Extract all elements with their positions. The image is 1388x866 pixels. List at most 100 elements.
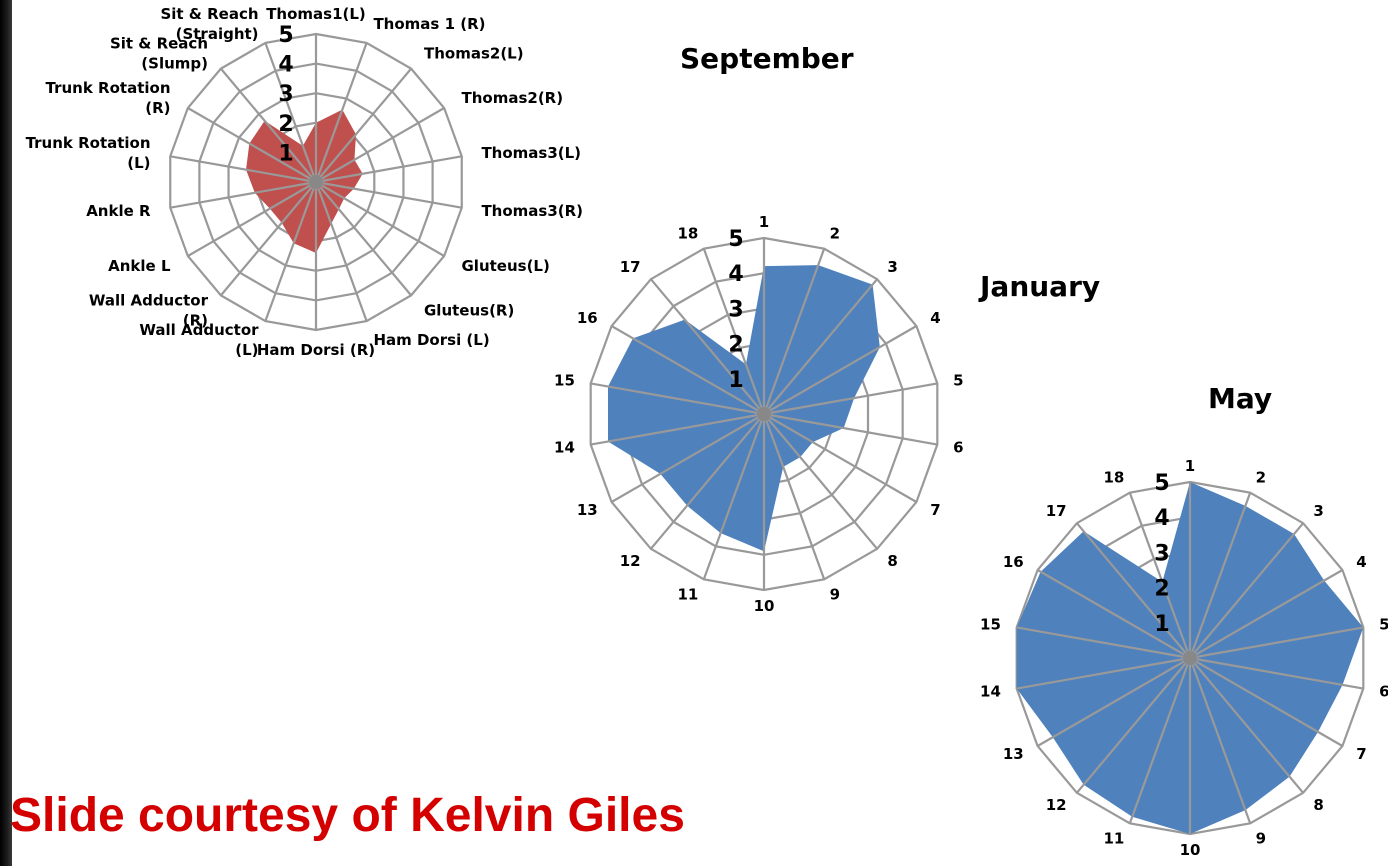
axis-category-label: 7	[1356, 745, 1366, 763]
spoke	[763, 413, 878, 550]
axis-category-label: 16	[1003, 553, 1024, 571]
spoke	[315, 155, 462, 184]
spoke	[1037, 569, 1191, 659]
slide-left-edge	[0, 0, 12, 866]
spoke	[763, 325, 917, 415]
axis-category-label: Ham Dorsi (L)	[373, 331, 489, 349]
axis-category-label: 17	[620, 258, 641, 276]
series-area	[246, 109, 363, 254]
axis-category-label: Gluteus(L)	[461, 257, 549, 275]
axis-category-label: 2	[1256, 469, 1266, 487]
radial-tick-label: 5	[278, 23, 293, 48]
axis-category-label: Thomas2(L)	[424, 44, 524, 62]
spoke	[611, 325, 765, 415]
axis-category-label: 16	[577, 309, 598, 327]
spoke	[763, 412, 938, 446]
spoke	[170, 155, 317, 184]
radial-tick-label: 4	[278, 53, 293, 78]
spoke	[762, 248, 826, 415]
axis-category-label: 13	[1003, 745, 1024, 763]
axis-category-label: 14	[980, 682, 1001, 700]
axis-category-label: 9	[830, 585, 840, 603]
axis-category-label: 8	[887, 552, 897, 570]
center-dot	[309, 175, 323, 189]
axis-category-label: 6	[953, 438, 963, 456]
axis-category-label: Sit & Reach (Straight)	[160, 5, 258, 43]
axis-category-label: Ham Dorsi (R)	[257, 341, 375, 359]
chart-title-january: January	[980, 270, 1101, 303]
center-dot	[757, 407, 771, 421]
spoke	[187, 107, 317, 183]
axis-category-label: Gluteus(R)	[424, 302, 514, 320]
spoke	[1188, 657, 1252, 824]
radial-tick-label: 2	[728, 333, 743, 358]
radial-tick-label: 1	[728, 368, 743, 393]
axis-category-label: 14	[554, 438, 575, 456]
radial-tick-label: 5	[728, 227, 743, 252]
spoke	[702, 248, 766, 415]
spoke	[1188, 492, 1252, 659]
spoke	[1128, 492, 1192, 659]
spoke	[315, 181, 445, 257]
axis-category-label: Thomas3(L)	[481, 144, 581, 162]
axis-category-label: 3	[887, 258, 897, 276]
spoke	[763, 413, 917, 503]
spoke	[1189, 656, 1364, 690]
axis-category-label: Trunk Rotation (L)	[26, 134, 151, 172]
spoke	[611, 413, 765, 503]
spoke	[314, 42, 368, 183]
chart-title-may: May	[1208, 382, 1273, 415]
axis-category-label: 15	[554, 372, 575, 390]
axis-category-label: 12	[620, 552, 641, 570]
spoke	[763, 382, 938, 416]
axis-category-label: Thomas1(L)	[266, 5, 366, 23]
spoke	[1076, 657, 1191, 794]
chart-title-september: September	[680, 42, 854, 75]
spoke	[590, 412, 765, 446]
axis-category-label: 11	[1103, 829, 1124, 847]
radial-tick-label: 3	[278, 82, 293, 107]
axis-category-label: Thomas2(R)	[461, 89, 563, 107]
axis-category-label: 1	[1185, 457, 1195, 475]
spoke	[220, 67, 317, 183]
axis-category-label: Ankle R	[86, 202, 151, 220]
axis-category-label: 15	[980, 616, 1001, 634]
axis-category-label: 18	[1103, 469, 1124, 487]
axis-category-label: 5	[953, 372, 963, 390]
spoke	[1189, 522, 1304, 659]
spoke	[1037, 657, 1191, 747]
axis-category-label: 5	[1379, 616, 1388, 634]
axis-category-label: Trunk Rotation (R)	[46, 79, 171, 117]
spoke	[1016, 656, 1191, 690]
axis-category-label: Ankle L	[108, 257, 171, 275]
axis-category-label: 13	[577, 501, 598, 519]
radial-tick-label: 2	[278, 112, 293, 137]
spoke	[264, 181, 318, 322]
spoke	[590, 382, 765, 416]
axis-category-label: 12	[1046, 796, 1067, 814]
spoke	[315, 180, 462, 209]
radial-tick-label: 3	[728, 297, 743, 322]
axis-category-label: 17	[1046, 502, 1067, 520]
axis-category-label: 11	[677, 585, 698, 603]
series-area	[608, 265, 880, 552]
axis-category-label: 8	[1313, 796, 1323, 814]
radial-tick-label: 3	[1154, 541, 1169, 566]
radial-tick-label: 4	[1154, 506, 1169, 531]
radial-tick-label: 1	[278, 141, 293, 166]
spoke	[314, 181, 368, 322]
axis-category-label: Wall Adductor (R)	[89, 292, 209, 330]
spoke	[315, 107, 445, 183]
spoke	[1189, 657, 1343, 747]
axis-category-label: 4	[930, 309, 940, 327]
spoke	[1189, 626, 1364, 660]
spoke	[762, 413, 826, 580]
spoke	[1189, 569, 1343, 659]
spoke	[1128, 657, 1192, 824]
spoke	[170, 180, 317, 209]
axis-category-label: Thomas3(R)	[481, 202, 583, 220]
spoke	[220, 181, 317, 297]
spoke	[702, 413, 766, 580]
